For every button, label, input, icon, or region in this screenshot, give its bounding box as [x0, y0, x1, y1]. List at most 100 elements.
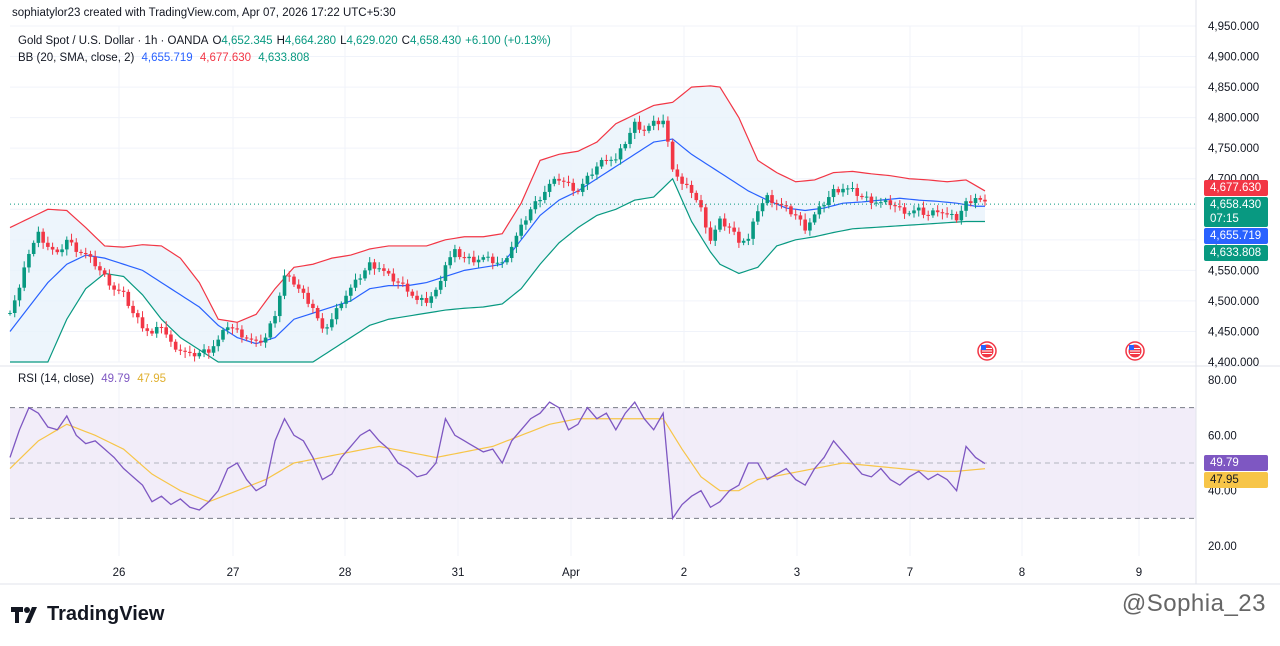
candle-body	[216, 339, 221, 347]
candle-body	[703, 207, 708, 228]
candle-body	[623, 144, 628, 149]
candle-body	[457, 249, 462, 258]
candle-body	[197, 352, 202, 357]
candle-body	[438, 280, 443, 290]
time-tick-label: 9	[1136, 567, 1142, 579]
candle-body	[850, 188, 855, 190]
candle-body	[675, 169, 680, 177]
bb-fill	[10, 85, 985, 363]
candle-body	[647, 125, 651, 131]
candle-body	[192, 352, 197, 357]
candlestick-series	[8, 114, 1196, 362]
candle-body	[533, 201, 538, 210]
candle-body	[576, 190, 580, 192]
candle-body	[69, 239, 74, 243]
candle-body	[765, 195, 770, 204]
candle-body	[358, 278, 363, 280]
candle-body	[315, 307, 320, 319]
rsi-legend: RSI (14, close) 49.79 47.95	[18, 373, 170, 385]
candle-body	[694, 192, 699, 201]
candle-body	[737, 231, 741, 243]
candle-body	[173, 341, 178, 350]
candle-body	[978, 198, 983, 200]
candle-body	[27, 253, 31, 268]
candle-body	[415, 295, 419, 300]
candle-body	[382, 268, 386, 271]
time-tick-label: 31	[452, 567, 465, 579]
rsi-ma-price-tag: 47.95	[1204, 472, 1268, 488]
candle-body	[301, 288, 306, 293]
candle-body	[708, 227, 713, 241]
candle-body	[874, 202, 878, 204]
candle-body	[670, 141, 675, 170]
countdown-value: 07:15	[1210, 213, 1239, 225]
time-tick-label: 3	[794, 567, 800, 579]
candle-body	[571, 182, 576, 191]
candle-body	[561, 180, 566, 182]
candle-body	[419, 297, 424, 300]
candle-body	[429, 296, 434, 303]
candle-body	[841, 188, 845, 193]
candle-body	[363, 270, 367, 279]
candle-body	[206, 349, 211, 353]
candle-body	[950, 213, 954, 215]
candle-body	[178, 349, 183, 351]
candle-body	[221, 330, 225, 340]
time-tick-label: 8	[1019, 567, 1025, 579]
candle-body	[112, 285, 116, 290]
candle-body	[396, 281, 400, 283]
candle-body	[79, 251, 83, 254]
candle-body	[320, 318, 325, 329]
candle-body	[505, 258, 509, 263]
candle-body	[31, 242, 36, 254]
candle-body	[188, 351, 192, 353]
candle-body	[292, 276, 296, 285]
candle-body	[131, 305, 135, 314]
candle-body	[954, 213, 959, 221]
candle-body	[476, 259, 481, 263]
candle-body	[845, 188, 850, 190]
candle-body	[514, 235, 519, 247]
candle-body	[760, 203, 765, 212]
candle-body	[756, 211, 760, 222]
candle-body	[580, 183, 585, 192]
candle-body	[126, 291, 131, 306]
high-value: 4,664.280	[284, 35, 337, 47]
candle-body	[88, 254, 93, 257]
rsi-line	[9, 401, 986, 521]
bb-upper-price-tag: 4,677.630	[1204, 180, 1268, 196]
symbol-legend: Gold Spot / U.S. Dollar · 1h · OANDA O4,6…	[18, 35, 555, 47]
candle-body	[784, 205, 789, 207]
candle-body	[642, 129, 647, 131]
price-tick-label: 4,450.000	[1208, 326, 1259, 338]
candle-body	[467, 256, 471, 259]
candle-body	[121, 290, 126, 292]
candle-body	[722, 218, 727, 227]
time-tick-label: 28	[339, 567, 352, 579]
candle-body	[36, 231, 41, 243]
price-tick-label: 4,400.000	[1208, 357, 1259, 369]
candle-body	[543, 191, 547, 200]
tradingview-logo[interactable]: TradingView	[11, 603, 164, 626]
candle-body	[585, 175, 590, 184]
candle-body	[235, 328, 239, 330]
candle-body	[154, 326, 159, 334]
last-price-value: 4,658.430	[1210, 199, 1262, 211]
candle-body	[689, 184, 694, 193]
candle-body	[107, 274, 112, 286]
candle-body	[898, 206, 902, 208]
candle-body	[12, 300, 17, 314]
candle-body	[50, 246, 55, 250]
change-value: +6.100 (+0.13%)	[465, 35, 551, 47]
watermark: @Sophia_23	[1122, 590, 1266, 618]
candle-body	[240, 329, 244, 338]
candle-body	[879, 202, 883, 204]
candle-body	[741, 240, 746, 243]
candle-body	[770, 195, 774, 204]
bb-legend: BB (20, SMA, close, 2) 4,655.719 4,677.6…	[18, 52, 313, 64]
candle-body	[135, 313, 140, 318]
time-tick-label: 26	[113, 567, 126, 579]
candle-body	[330, 319, 334, 328]
rsi-tick-label: 40.00	[1208, 486, 1237, 498]
candle-body	[827, 197, 831, 206]
